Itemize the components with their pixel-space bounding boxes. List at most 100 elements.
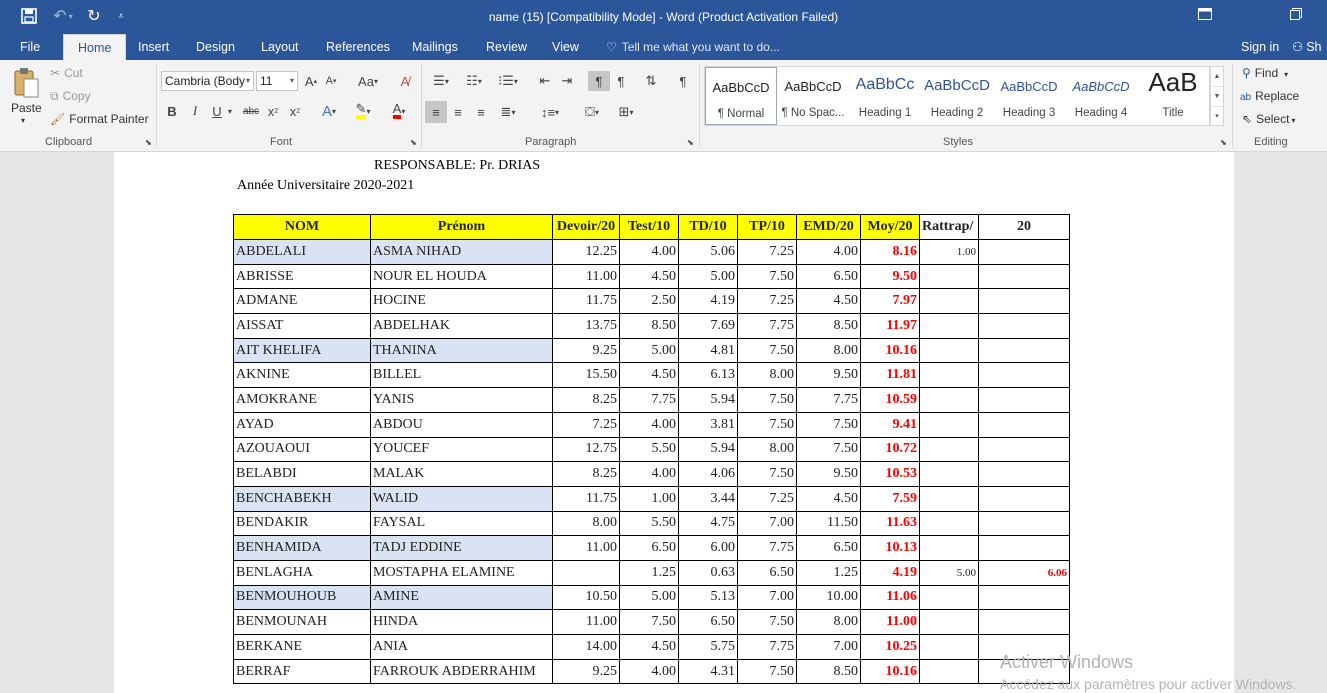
cell-tp[interactable]: 7.75 [737,535,797,561]
cell-emd[interactable]: 4.00 [796,239,861,265]
style-title[interactable]: AaB Title [1137,67,1209,125]
cell-prenom[interactable]: THANINA [370,337,553,364]
cell-prenom[interactable]: FARROUK ABDERRAHIM [370,658,553,685]
cell-nom[interactable]: ABDELALI [233,239,371,265]
cell-devoir[interactable]: 8.25 [552,461,620,487]
cell-emd[interactable]: 6.50 [796,263,861,290]
shading-icon[interactable]: ⛋ ▾ [585,104,599,119]
cell-final[interactable] [978,362,1070,389]
cell-moy[interactable]: 11.81 [860,362,920,389]
cell-prenom[interactable]: MOSTAPHA ELAMINE [370,559,553,586]
share-button[interactable]: ⚇ Sh [1292,34,1322,60]
style-normal[interactable]: AaBbCcD ¶ Normal [705,67,777,125]
cell-test[interactable]: 2.50 [619,288,679,315]
cell-prenom[interactable]: NOUR EL HOUDA [370,263,553,290]
styles-launcher-icon[interactable]: ⬊ [1220,138,1227,147]
font-size-combo[interactable]: 11 ▾ [256,71,298,91]
style-heading-4[interactable]: AaBbCcD Heading 4 [1065,67,1137,125]
multilevel-list-icon[interactable]: ⁝☰ ▾ [498,73,518,88]
cell-tp[interactable]: 7.50 [737,263,797,290]
format-painter-button[interactable]: 🖌 Format Painter [50,112,149,126]
cell-emd[interactable]: 7.00 [796,634,861,660]
cell-devoir[interactable]: 15.50 [552,362,620,389]
style-heading-3[interactable]: AaBbCcD Heading 3 [993,67,1065,125]
cell-prenom[interactable]: WALID [370,485,553,512]
cell-nom[interactable]: AISSAT [233,313,371,339]
cell-test[interactable]: 5.00 [619,584,679,611]
shrink-font-icon[interactable]: A ▾ [325,75,337,87]
cell-devoir[interactable]: 14.00 [552,634,620,660]
cell-rattrap[interactable] [919,510,979,537]
cell-tp[interactable]: 7.25 [737,288,797,315]
align-right-icon[interactable]: ≡ [477,104,485,120]
cell-emd[interactable]: 7.50 [796,436,861,463]
cell-emd[interactable]: 8.00 [796,609,861,635]
cell-emd[interactable]: 4.50 [796,288,861,315]
tab-design[interactable]: Design [196,40,235,54]
justify-icon[interactable]: ≣ ▾ [500,104,516,119]
cell-td[interactable]: 6.50 [678,609,738,635]
cell-rattrap[interactable] [919,362,979,389]
cell-td[interactable]: 5.94 [678,387,738,413]
cell-nom[interactable]: AIT KHELIFA [233,337,371,364]
cell-test[interactable]: 4.00 [619,239,679,265]
cell-prenom[interactable]: BILLEL [370,362,553,389]
more-styles-icon[interactable]: ▾ [1215,113,1219,120]
cell-tp[interactable]: 7.50 [737,387,797,413]
cell-prenom[interactable]: HOCINE [370,288,553,315]
style-no-spacing[interactable]: AaBbCcD ¶ No Spac... [777,67,849,125]
cell-rattrap[interactable]: 5.00 [919,559,979,586]
cell-emd[interactable]: 8.50 [796,658,861,685]
cell-td[interactable]: 4.19 [678,288,738,315]
cell-emd[interactable]: 6.50 [796,535,861,561]
style-heading-1[interactable]: AaBbCc Heading 1 [849,67,921,125]
cell-nom[interactable]: BENDAKIR [233,510,371,537]
cell-test[interactable]: 5.50 [619,510,679,537]
cell-tp[interactable]: 8.00 [737,362,797,389]
cell-emd[interactable]: 8.00 [796,337,861,364]
cell-nom[interactable]: BENMOUHOUB [233,584,371,611]
cell-emd[interactable]: 1.25 [796,559,861,586]
clipboard-launcher-icon[interactable]: ⬊ [145,138,152,147]
cell-test[interactable]: 5.50 [619,436,679,463]
line-spacing-icon[interactable]: ↕≡ ▾ [540,104,560,120]
cell-tp[interactable]: 6.50 [737,559,797,586]
cell-emd[interactable]: 10.00 [796,584,861,611]
cell-tp[interactable]: 7.50 [737,461,797,487]
cell-nom[interactable]: BELABDI [233,461,371,487]
cell-td[interactable]: 5.13 [678,584,738,611]
cell-nom[interactable]: ADMANE [233,288,371,315]
cell-final[interactable] [978,263,1070,290]
decrease-indent-icon[interactable]: ⇤ [539,73,551,88]
cell-td[interactable]: 3.44 [678,485,738,512]
tab-home[interactable]: Home [63,34,127,60]
cell-test[interactable]: 5.00 [619,337,679,364]
cell-moy[interactable]: 10.59 [860,387,920,413]
cell-devoir[interactable]: 13.75 [552,313,620,339]
cell-moy[interactable]: 9.50 [860,263,920,290]
redo-icon[interactable]: ↻ [87,8,101,25]
cell-devoir[interactable]: 8.25 [552,387,620,413]
cell-prenom[interactable]: FAYSAL [370,510,553,537]
cell-rattrap[interactable] [919,313,979,339]
copy-button[interactable]: ⧉ Copy [50,89,91,104]
bold-icon[interactable]: B [167,103,177,119]
cell-prenom[interactable]: ABDOU [370,411,553,438]
cell-rattrap[interactable] [919,411,979,438]
cell-emd[interactable]: 9.50 [796,461,861,487]
cell-tp[interactable]: 7.50 [737,658,797,685]
cell-td[interactable]: 7.69 [678,313,738,339]
cell-moy[interactable]: 10.13 [860,535,920,561]
cell-prenom[interactable]: ASMA NIHAD [370,239,553,265]
cell-devoir[interactable]: 9.25 [552,658,620,685]
cell-rattrap[interactable] [919,658,979,685]
cell-rattrap[interactable] [919,609,979,635]
cell-test[interactable]: 4.00 [619,658,679,685]
cell-final[interactable] [978,584,1070,611]
paste-dropdown-icon[interactable]: ▾ [21,116,26,125]
cell-emd[interactable]: 7.50 [796,411,861,438]
cell-moy[interactable]: 10.16 [860,658,920,685]
cell-rattrap[interactable] [919,535,979,561]
cell-devoir[interactable]: 12.25 [552,239,620,265]
cell-devoir[interactable]: 10.50 [552,584,620,611]
